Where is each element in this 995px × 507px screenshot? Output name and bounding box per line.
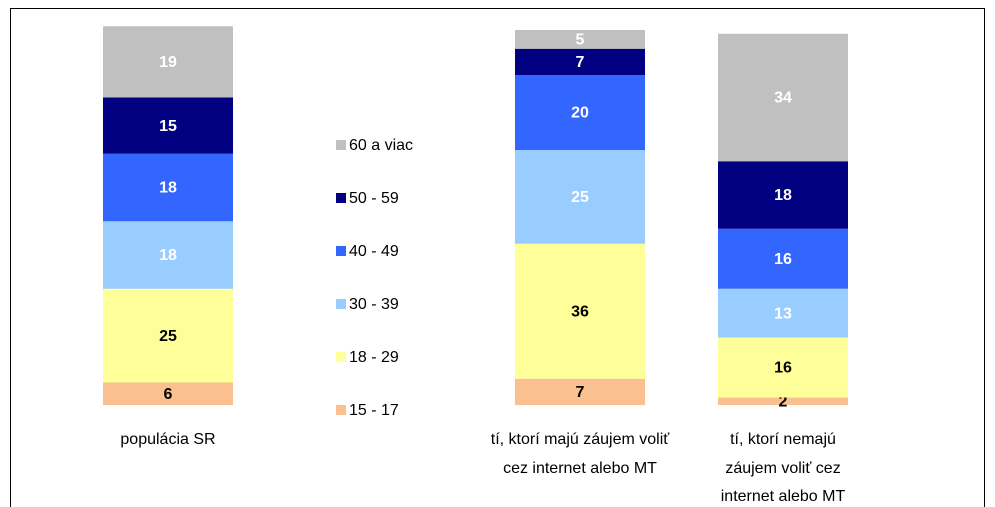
legend-label: 40 - 49 bbox=[349, 243, 399, 260]
bar-segment bbox=[718, 228, 848, 289]
bar-segment bbox=[103, 153, 233, 222]
legend-swatch bbox=[336, 405, 346, 415]
value-label: 34 bbox=[774, 90, 792, 107]
value-label: 16 bbox=[774, 360, 792, 377]
value-label: 15 bbox=[159, 118, 177, 135]
value-label: 18 bbox=[159, 247, 177, 264]
value-label: 19 bbox=[159, 54, 177, 71]
value-label: 25 bbox=[159, 328, 177, 345]
bar-segment bbox=[515, 48, 645, 75]
bar-segment bbox=[718, 33, 848, 162]
bar-segment bbox=[515, 75, 645, 150]
bar-segment bbox=[103, 26, 233, 98]
bar-segment bbox=[103, 221, 233, 289]
value-label: 18 bbox=[774, 187, 792, 204]
value-label: 5 bbox=[576, 32, 585, 49]
legend-label: 15 - 17 bbox=[349, 402, 399, 419]
bar-segment bbox=[515, 150, 645, 244]
legend-swatch bbox=[336, 140, 346, 150]
legend-label: 50 - 59 bbox=[349, 190, 399, 207]
category-label: tí, ktorí majú záujem voliť cez internet… bbox=[490, 431, 670, 477]
value-label: 2 bbox=[779, 393, 788, 410]
bar-segment bbox=[103, 382, 233, 405]
bar-segment bbox=[718, 337, 848, 398]
legend-label: 30 - 39 bbox=[349, 296, 399, 313]
bar-segment bbox=[103, 97, 233, 154]
bar-segment bbox=[515, 243, 645, 379]
bar-segment bbox=[718, 161, 848, 229]
value-label: 7 bbox=[576, 384, 585, 401]
bar-segment bbox=[515, 30, 645, 49]
bar-segment bbox=[103, 288, 233, 383]
bar-segment bbox=[515, 378, 645, 405]
legend-swatch bbox=[336, 193, 346, 203]
value-label: 13 bbox=[774, 305, 792, 322]
value-label: 18 bbox=[159, 180, 177, 197]
value-label: 16 bbox=[774, 251, 792, 268]
value-label: 25 bbox=[571, 189, 589, 206]
value-label: 6 bbox=[164, 386, 173, 403]
legend-swatch bbox=[336, 352, 346, 362]
legend-swatch bbox=[336, 299, 346, 309]
bar-segment bbox=[718, 288, 848, 338]
value-label: 20 bbox=[571, 105, 589, 122]
legend-label: 18 - 29 bbox=[349, 349, 399, 366]
value-label: 36 bbox=[571, 303, 589, 320]
legend-label: 60 a viac bbox=[349, 137, 413, 154]
frame bbox=[10, 8, 985, 507]
bar-segment bbox=[718, 397, 848, 405]
value-label: 7 bbox=[576, 54, 585, 71]
legend-swatch bbox=[336, 246, 346, 256]
category-label: tí, ktorí nemajú záujem voliť cez intern… bbox=[720, 431, 846, 505]
category-label: populácia SR bbox=[120, 431, 216, 448]
